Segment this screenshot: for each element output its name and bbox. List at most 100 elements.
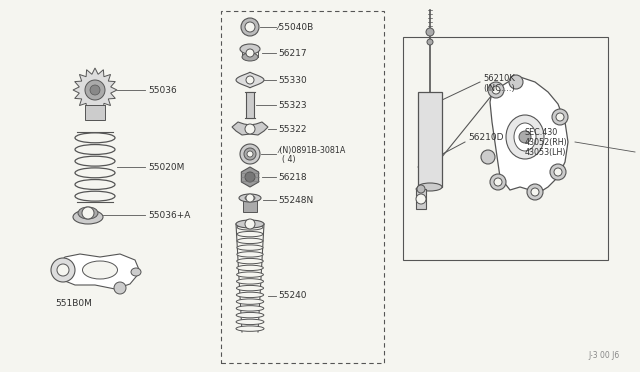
Bar — [418, 92, 442, 187]
Circle shape — [246, 49, 254, 57]
Ellipse shape — [236, 312, 264, 318]
Text: J-3 00 J6: J-3 00 J6 — [589, 351, 620, 360]
Ellipse shape — [236, 306, 264, 311]
Ellipse shape — [75, 145, 115, 154]
Polygon shape — [232, 122, 268, 135]
Ellipse shape — [237, 231, 263, 237]
Text: ( 4): ( 4) — [282, 154, 296, 164]
Ellipse shape — [514, 123, 536, 151]
Text: 55323: 55323 — [278, 100, 307, 109]
Circle shape — [492, 86, 500, 94]
Circle shape — [51, 258, 75, 282]
Ellipse shape — [236, 326, 264, 331]
Text: 55330: 55330 — [278, 76, 307, 84]
Ellipse shape — [75, 180, 115, 189]
Ellipse shape — [236, 299, 264, 304]
Text: 55020M: 55020M — [148, 163, 184, 171]
Circle shape — [57, 264, 69, 276]
Text: 55036+A: 55036+A — [148, 211, 190, 219]
Circle shape — [527, 184, 543, 200]
Circle shape — [494, 178, 502, 186]
Polygon shape — [490, 77, 568, 192]
Ellipse shape — [73, 210, 103, 224]
Ellipse shape — [242, 53, 258, 61]
Ellipse shape — [83, 261, 118, 279]
Ellipse shape — [236, 292, 264, 298]
Ellipse shape — [237, 279, 264, 284]
Text: 56210D: 56210D — [468, 132, 504, 141]
Circle shape — [416, 194, 426, 204]
Circle shape — [490, 174, 506, 190]
Text: 56218: 56218 — [278, 173, 307, 182]
Circle shape — [426, 28, 434, 36]
Ellipse shape — [237, 272, 264, 277]
Circle shape — [244, 148, 256, 160]
Text: 43052(RH): 43052(RH) — [525, 138, 568, 147]
Circle shape — [114, 282, 126, 294]
Text: SEC.430: SEC.430 — [525, 128, 558, 137]
Bar — [246, 92, 254, 118]
Circle shape — [481, 150, 495, 164]
Ellipse shape — [237, 225, 263, 230]
Circle shape — [245, 124, 255, 134]
Bar — [416, 189, 426, 209]
Circle shape — [245, 219, 255, 229]
Circle shape — [240, 144, 260, 164]
Ellipse shape — [239, 194, 261, 202]
Ellipse shape — [78, 207, 98, 219]
Circle shape — [552, 109, 568, 125]
Ellipse shape — [237, 238, 263, 244]
Ellipse shape — [75, 133, 115, 143]
Text: (INC....): (INC....) — [483, 83, 515, 93]
Circle shape — [246, 76, 254, 84]
Polygon shape — [241, 167, 259, 187]
Ellipse shape — [236, 319, 264, 325]
Text: ⁄55040B: ⁄55040B — [278, 22, 314, 32]
Circle shape — [519, 131, 531, 143]
Text: 55240: 55240 — [278, 292, 307, 301]
Circle shape — [550, 164, 566, 180]
Ellipse shape — [237, 265, 263, 270]
Circle shape — [531, 188, 539, 196]
Ellipse shape — [75, 168, 115, 178]
Circle shape — [488, 82, 504, 98]
Circle shape — [85, 80, 105, 100]
Ellipse shape — [245, 196, 255, 201]
Circle shape — [556, 113, 564, 121]
Ellipse shape — [131, 268, 141, 276]
Polygon shape — [55, 254, 140, 289]
Ellipse shape — [240, 44, 260, 54]
Ellipse shape — [236, 285, 264, 291]
Text: 56210K: 56210K — [483, 74, 515, 83]
Circle shape — [554, 168, 562, 176]
Circle shape — [247, 151, 253, 157]
Ellipse shape — [236, 220, 264, 228]
Circle shape — [245, 22, 255, 32]
Ellipse shape — [75, 191, 115, 201]
Text: 55322: 55322 — [278, 125, 307, 134]
Text: ⁄(N)0891B-3081A: ⁄(N)0891B-3081A — [278, 145, 346, 154]
Ellipse shape — [75, 156, 115, 166]
Circle shape — [246, 194, 254, 202]
Circle shape — [241, 18, 259, 36]
Ellipse shape — [418, 183, 442, 191]
Bar — [243, 198, 257, 212]
Ellipse shape — [237, 252, 263, 257]
Bar — [221, 11, 384, 363]
Text: 551B0M: 551B0M — [55, 299, 92, 308]
Ellipse shape — [237, 245, 263, 250]
Bar — [85, 105, 105, 120]
Circle shape — [245, 172, 255, 182]
Polygon shape — [236, 72, 264, 88]
Circle shape — [90, 85, 100, 95]
Text: 55036: 55036 — [148, 86, 177, 94]
Bar — [403, 37, 608, 260]
Ellipse shape — [506, 115, 544, 159]
Text: 56217: 56217 — [278, 48, 307, 58]
Circle shape — [82, 207, 94, 219]
Circle shape — [427, 39, 433, 45]
Text: 55248N: 55248N — [278, 196, 313, 205]
Ellipse shape — [237, 259, 263, 264]
Circle shape — [509, 75, 523, 89]
Polygon shape — [73, 68, 117, 112]
